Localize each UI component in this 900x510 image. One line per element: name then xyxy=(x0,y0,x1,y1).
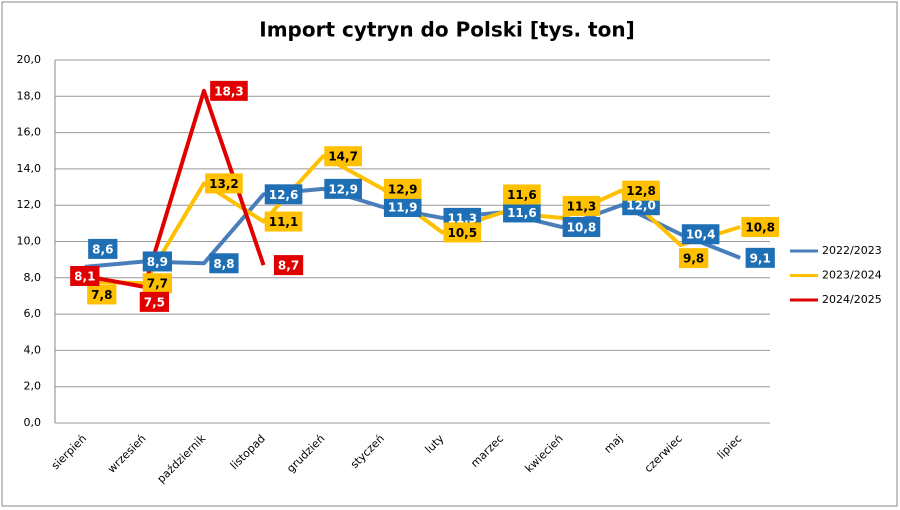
data-label-text: 14,7 xyxy=(328,150,358,164)
data-label-box xyxy=(209,253,239,274)
data-label-box xyxy=(205,173,243,194)
data-label: 7,7 xyxy=(142,273,173,294)
data-label: 11,1 xyxy=(264,211,303,232)
legend-label: 2023/2024 xyxy=(822,269,882,282)
data-label-box xyxy=(383,197,422,218)
data-label-text: 10,5 xyxy=(447,226,477,240)
data-label-box xyxy=(139,291,170,312)
data-label-text: 10,8 xyxy=(745,220,775,234)
data-label: 10,4 xyxy=(681,224,720,245)
data-label: 8,8 xyxy=(209,253,239,274)
data-label-box xyxy=(264,211,303,232)
data-label-box xyxy=(745,247,775,268)
y-tick-label: 10,0 xyxy=(17,235,42,248)
data-label-text: 18,3 xyxy=(214,84,244,98)
chart-title: Import cytryn do Polski [tys. ton] xyxy=(259,18,634,42)
data-label: 11,6 xyxy=(503,202,541,223)
data-label-box xyxy=(142,251,173,272)
data-label-box xyxy=(324,178,362,199)
data-label-text: 8,6 xyxy=(92,242,113,256)
data-label: 8,6 xyxy=(88,238,118,259)
data-label-text: 11,6 xyxy=(507,206,537,220)
data-label-box xyxy=(503,184,541,205)
data-label-text: 11,1 xyxy=(269,215,299,229)
data-label-box xyxy=(562,216,601,237)
data-label: 10,8 xyxy=(562,216,601,237)
data-label-box xyxy=(87,284,117,305)
y-tick-label: 18,0 xyxy=(17,89,42,102)
data-label-text: 9,8 xyxy=(683,252,704,266)
data-label: 11,3 xyxy=(562,195,601,216)
data-label: 12,6 xyxy=(264,184,303,205)
data-label-text: 11,3 xyxy=(567,199,597,213)
data-label-text: 11,6 xyxy=(507,188,537,202)
data-label: 9,8 xyxy=(678,248,709,269)
data-label-text: 7,8 xyxy=(91,288,112,302)
legend-label: 2022/2023 xyxy=(822,244,882,257)
y-tick-label: 16,0 xyxy=(17,126,42,139)
data-label-box xyxy=(70,265,100,286)
y-tick-label: 14,0 xyxy=(17,162,42,175)
data-label-text: 10,4 xyxy=(686,228,716,242)
data-label-box xyxy=(210,80,248,101)
y-tick-label: 6,0 xyxy=(24,307,42,320)
data-label-text: 12,0 xyxy=(626,199,656,213)
data-label: 8,1 xyxy=(70,265,100,286)
data-label-text: 12,6 xyxy=(269,188,299,202)
y-tick-label: 4,0 xyxy=(24,343,42,356)
data-label: 12,8 xyxy=(622,180,660,201)
data-label-text: 8,1 xyxy=(74,269,95,283)
data-label: 7,8 xyxy=(87,284,117,305)
data-label-box xyxy=(443,222,482,243)
data-label-text: 8,8 xyxy=(213,257,234,271)
data-label-text: 10,8 xyxy=(567,220,597,234)
y-tick-label: 8,0 xyxy=(24,271,42,284)
data-label-box xyxy=(383,178,422,199)
data-label-text: 11,3 xyxy=(447,211,477,225)
data-label: 12,9 xyxy=(324,178,362,199)
data-label: 13,2 xyxy=(205,173,243,194)
y-tick-label: 12,0 xyxy=(17,198,42,211)
data-label-text: 7,7 xyxy=(147,277,168,291)
data-label: 11,6 xyxy=(503,184,541,205)
data-label-box xyxy=(503,202,541,223)
y-tick-label: 2,0 xyxy=(24,380,42,393)
data-label-box xyxy=(273,255,304,276)
legend-label: 2024/2025 xyxy=(822,293,882,306)
data-label: 18,3 xyxy=(210,80,248,101)
data-label-text: 12,9 xyxy=(388,182,418,196)
data-label-text: 9,1 xyxy=(750,251,771,265)
data-label-box xyxy=(324,146,362,167)
data-label: 9,1 xyxy=(745,247,775,268)
data-label-text: 13,2 xyxy=(209,177,239,191)
data-label-box xyxy=(88,238,118,259)
data-label-text: 7,5 xyxy=(144,295,165,309)
data-label: 14,7 xyxy=(324,146,362,167)
data-label-box xyxy=(562,195,601,216)
data-label-box xyxy=(142,273,173,294)
data-label: 12,9 xyxy=(383,178,422,199)
data-label: 10,8 xyxy=(741,216,780,237)
data-label-box xyxy=(678,248,709,269)
data-label: 8,7 xyxy=(273,255,304,276)
data-label-box xyxy=(622,180,660,201)
data-label-box xyxy=(741,216,780,237)
y-tick-label: 0,0 xyxy=(24,416,42,429)
data-label-text: 12,9 xyxy=(328,182,358,196)
data-label-box xyxy=(264,184,303,205)
data-label-text: 8,9 xyxy=(147,255,168,269)
data-label-text: 11,9 xyxy=(388,201,418,215)
data-label: 10,5 xyxy=(443,222,482,243)
data-label: 7,5 xyxy=(139,291,170,312)
data-label-text: 8,7 xyxy=(278,259,299,273)
data-label: 8,9 xyxy=(142,251,173,272)
y-tick-label: 20,0 xyxy=(17,53,42,66)
data-label: 11,9 xyxy=(383,197,422,218)
data-label-box xyxy=(681,224,720,245)
data-label-text: 12,8 xyxy=(626,184,656,198)
